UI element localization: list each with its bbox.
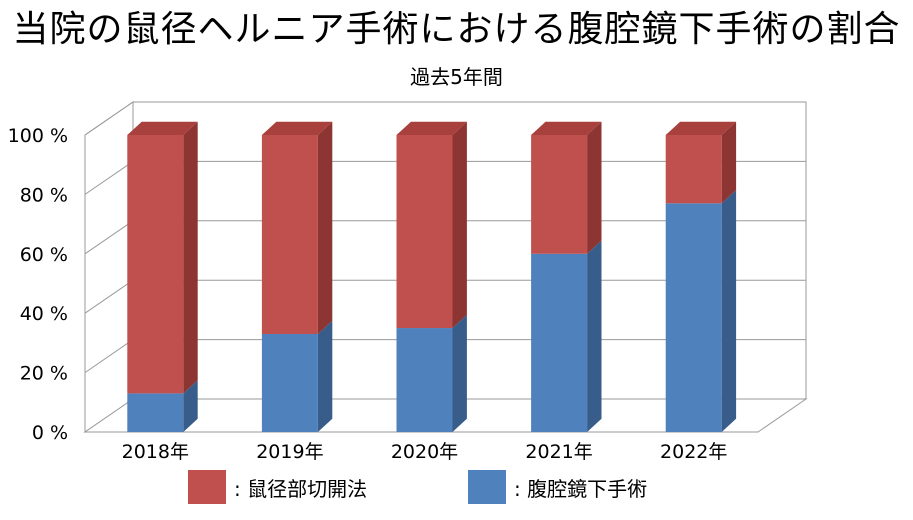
bar-segment <box>261 135 318 334</box>
side-wall <box>84 101 134 433</box>
bar-segment <box>531 253 588 432</box>
chart-title: 当院の鼠径ヘルニア手術における腹腔鏡下手術の割合 <box>12 9 901 50</box>
bar-segment <box>261 333 318 432</box>
bar-top <box>396 121 467 135</box>
bar-side <box>721 190 737 432</box>
y-tick-label: 60 % <box>20 244 68 266</box>
legend: : 鼠径部切開法 : 腹腔鏡下手術 <box>0 470 913 510</box>
legend-item-laparoscopic: : 腹腔鏡下手術 <box>468 470 647 504</box>
bar-segment <box>665 203 722 432</box>
bar-side <box>317 320 333 432</box>
bar-segment <box>127 393 184 432</box>
x-tick-label: 2022年 <box>660 441 727 463</box>
legend-label-open-surgery: : 鼠径部切開法 <box>234 476 368 501</box>
y-tick-label: 80 % <box>20 184 68 206</box>
y-tick-label: 40 % <box>20 303 68 325</box>
bar-top <box>531 121 602 135</box>
x-tick-label: 2021年 <box>525 441 592 463</box>
bar-top <box>665 121 737 135</box>
bar-segment <box>396 328 453 432</box>
bar-side <box>452 121 467 329</box>
bar-side <box>452 314 467 432</box>
legend-swatch-open-surgery <box>188 470 226 504</box>
legend-label-laparoscopic: : 腹腔鏡下手術 <box>514 476 648 501</box>
bar-segment <box>665 135 722 204</box>
bar-side <box>183 380 198 432</box>
y-tick-label: 20 % <box>20 363 68 385</box>
y-tick-label: 0 % <box>32 422 68 444</box>
chart-subtitle: 過去5年間 <box>410 65 503 89</box>
y-tick-label: 100 % <box>8 125 68 147</box>
bar-segment <box>127 135 184 394</box>
legend-swatch-laparoscopic <box>468 470 506 504</box>
bar-segment <box>531 135 588 254</box>
gridline <box>84 101 806 136</box>
bar-side <box>721 121 737 204</box>
bar-top <box>127 121 198 135</box>
stacked-bar-chart: 0 % 20 % 40 % 60 % 80 % 100 % 2018年 2019年 2020年 2… <box>8 101 808 463</box>
legend-item-open-surgery: : 鼠径部切開法 <box>188 470 367 504</box>
bar-side <box>587 121 602 254</box>
x-tick-label: 2019年 <box>256 441 323 463</box>
x-tick-label: 2018年 <box>122 441 189 463</box>
bar-top <box>261 121 333 135</box>
bar-side <box>317 121 333 334</box>
bar-side <box>183 121 198 394</box>
x-tick-label: 2020年 <box>391 441 458 463</box>
bar-segment <box>396 135 453 329</box>
bar-side <box>587 240 602 432</box>
